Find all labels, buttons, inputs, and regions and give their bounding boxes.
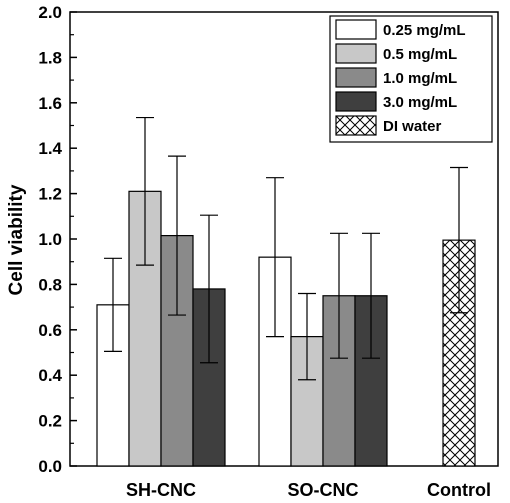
x-category-label: Control: [427, 480, 491, 500]
y-tick-label: 1.0: [38, 230, 62, 249]
legend-label: DI water: [383, 118, 442, 135]
plot-area: 0.0 0.2 0.4 0.6 0.8 1.0 1.2 1.4 1.6 1.8 2.0 SH-CNC S…: [38, 3, 499, 500]
legend-label: 1.0 mg/mL: [383, 70, 457, 87]
y-tick-label: 1.6: [38, 94, 62, 113]
y-tick-label: 2.0: [38, 3, 62, 22]
legend-swatch: [335, 19, 377, 40]
y-tick-label: 0.6: [38, 321, 62, 340]
y-axis-title: Cell viability: [6, 184, 27, 295]
y-tick-label: 0.0: [38, 457, 62, 476]
legend: 0.25 mg/mL 0.5 mg/mL 1.0 mg/mL 3.0 mg/mL DI …: [329, 15, 493, 143]
legend-swatch: [335, 67, 377, 88]
legend-label: 3.0 mg/mL: [383, 94, 457, 111]
y-tick-label: 1.2: [38, 185, 62, 204]
y-tick-label: 0.2: [38, 412, 62, 431]
legend-swatch: [335, 91, 377, 112]
y-tick-label: 0.4: [38, 366, 62, 385]
y-tick-label: 0.8: [38, 275, 62, 294]
y-tick-label: 1.8: [38, 48, 62, 67]
x-category-label: SO-CNC: [288, 480, 359, 500]
legend-label: 0.25 mg/mL: [383, 22, 466, 39]
legend-swatch: [335, 43, 377, 64]
legend-swatch: [335, 115, 377, 136]
y-tick-label: 1.4: [38, 139, 62, 158]
legend-label: 0.5 mg/mL: [383, 46, 457, 63]
x-category-label: SH-CNC: [126, 480, 196, 500]
